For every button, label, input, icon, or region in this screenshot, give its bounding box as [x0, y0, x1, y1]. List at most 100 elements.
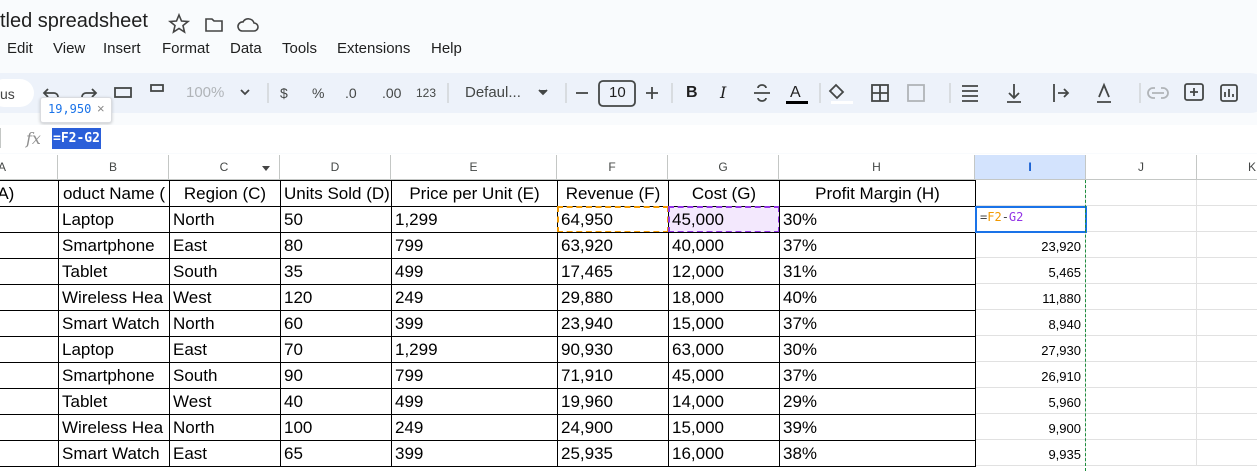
- gridline-cell[interactable]: [1197, 362, 1257, 388]
- header-cell[interactable]: Cost (G): [668, 180, 780, 207]
- toolbar-increase-decimal[interactable]: .00: [382, 83, 401, 103]
- toolbar-percent[interactable]: %: [312, 83, 324, 103]
- column-header[interactable]: G: [668, 155, 779, 180]
- cell[interactable]: Laptop: [58, 206, 170, 233]
- cell[interactable]: 249: [391, 284, 558, 311]
- cell[interactable]: [0, 258, 59, 285]
- font-caret[interactable]: [539, 90, 547, 94]
- cell[interactable]: 15,000: [668, 310, 780, 337]
- cell[interactable]: East: [169, 440, 281, 467]
- cell[interactable]: North: [169, 414, 281, 441]
- cell-editor[interactable]: =F2-G2: [975, 206, 1087, 233]
- cell[interactable]: Tablet: [58, 388, 170, 415]
- filter-caret[interactable]: [262, 166, 270, 171]
- toolbar-italic[interactable]: I: [720, 83, 726, 103]
- gridline-cell[interactable]: [1086, 258, 1197, 284]
- cell[interactable]: 90,930: [557, 336, 669, 363]
- cell[interactable]: Smart Watch: [58, 440, 170, 467]
- cell[interactable]: 16,000: [668, 440, 780, 467]
- gridline-cell[interactable]: [1197, 284, 1257, 310]
- gridline-cell[interactable]: [975, 180, 1086, 206]
- cell[interactable]: 19,960: [557, 388, 669, 415]
- gridline-cell[interactable]: [1197, 388, 1257, 414]
- gridline-cell[interactable]: [1197, 232, 1257, 258]
- column-header[interactable]: I: [975, 155, 1086, 180]
- cell[interactable]: 64,950: [557, 206, 669, 233]
- cell[interactable]: 399: [391, 310, 558, 337]
- cell[interactable]: 63,000: [668, 336, 780, 363]
- move-icon[interactable]: [206, 19, 222, 31]
- gridline-cell[interactable]: [1086, 388, 1197, 414]
- cell[interactable]: 24,900: [557, 414, 669, 441]
- cell[interactable]: Wireless Hea: [58, 414, 170, 441]
- align-icon[interactable]: [962, 86, 978, 101]
- cell[interactable]: 17,465: [557, 258, 669, 285]
- cell[interactable]: 38%: [779, 440, 976, 467]
- column-header[interactable]: D: [280, 155, 391, 180]
- cell[interactable]: East: [169, 232, 281, 259]
- header-cell[interactable]: Price per Unit (E): [391, 180, 558, 207]
- cell[interactable]: 40%: [779, 284, 976, 311]
- gridline-cell[interactable]: [1197, 206, 1257, 232]
- cell[interactable]: West: [169, 284, 281, 311]
- result-cell[interactable]: 26,910: [975, 365, 1084, 389]
- gridline-cell[interactable]: [1197, 310, 1257, 336]
- cell[interactable]: 29%: [779, 388, 976, 415]
- cell[interactable]: Tablet: [58, 258, 170, 285]
- menu-item[interactable]: Edit: [7, 40, 33, 57]
- cell[interactable]: 399: [391, 440, 558, 467]
- cell[interactable]: 249: [391, 414, 558, 441]
- cell[interactable]: 29,880: [557, 284, 669, 311]
- paint-format-icon[interactable]: [151, 85, 163, 91]
- toolbar-zoom[interactable]: 100%: [186, 83, 224, 103]
- cell[interactable]: 15,000: [668, 414, 780, 441]
- cell[interactable]: 63,920: [557, 232, 669, 259]
- cell[interactable]: [0, 362, 59, 389]
- gridline-cell[interactable]: [1086, 180, 1197, 206]
- menu-item[interactable]: View: [53, 40, 85, 57]
- cell[interactable]: 50: [280, 206, 392, 233]
- cell[interactable]: 499: [391, 258, 558, 285]
- cell[interactable]: Laptop: [58, 336, 170, 363]
- column-header[interactable]: F: [557, 155, 668, 180]
- gridline-cell[interactable]: [1086, 414, 1197, 440]
- star-icon[interactable]: [170, 15, 188, 32]
- cell[interactable]: North: [169, 310, 281, 337]
- cell[interactable]: Smartphone: [58, 362, 170, 389]
- wrap-icon[interactable]: [1054, 84, 1068, 102]
- column-header[interactable]: A: [0, 155, 58, 180]
- gridline-cell[interactable]: [1086, 440, 1197, 466]
- menu-item[interactable]: Insert: [103, 40, 141, 57]
- cell[interactable]: 12,000: [668, 258, 780, 285]
- zoom-caret[interactable]: [241, 90, 249, 94]
- gridline-cell[interactable]: [1086, 336, 1197, 362]
- strike-icon[interactable]: [754, 85, 770, 101]
- cell[interactable]: 60: [280, 310, 392, 337]
- cell[interactable]: 37%: [779, 310, 976, 337]
- result-cell[interactable]: 9,900: [975, 417, 1084, 441]
- gridline-cell[interactable]: [1086, 284, 1197, 310]
- cell[interactable]: [0, 414, 59, 441]
- cell[interactable]: 1,299: [391, 206, 558, 233]
- header-cell[interactable]: (A): [0, 180, 59, 207]
- result-cell[interactable]: 9,935: [975, 443, 1084, 467]
- cell[interactable]: 18,000: [668, 284, 780, 311]
- toolbar-currency[interactable]: $: [280, 83, 288, 103]
- result-cell[interactable]: 5,960: [975, 391, 1084, 415]
- valign-icon[interactable]: [1007, 84, 1021, 102]
- cell[interactable]: [0, 206, 59, 233]
- cell[interactable]: [0, 310, 59, 337]
- cell[interactable]: 100: [280, 414, 392, 441]
- cell[interactable]: 65: [280, 440, 392, 467]
- toolbar-number-format[interactable]: 123: [416, 83, 436, 103]
- header-cell[interactable]: oduct Name (: [58, 180, 170, 207]
- cell[interactable]: 37%: [779, 232, 976, 259]
- cell[interactable]: 80: [280, 232, 392, 259]
- gridline-cell[interactable]: [1197, 336, 1257, 362]
- toolbar-font-size[interactable]: 10: [609, 83, 626, 103]
- result-cell[interactable]: 27,930: [975, 339, 1084, 363]
- cell[interactable]: [0, 284, 59, 311]
- header-cell[interactable]: Units Sold (D): [280, 180, 392, 207]
- cell[interactable]: 120: [280, 284, 392, 311]
- gridline-cell[interactable]: [1086, 232, 1197, 258]
